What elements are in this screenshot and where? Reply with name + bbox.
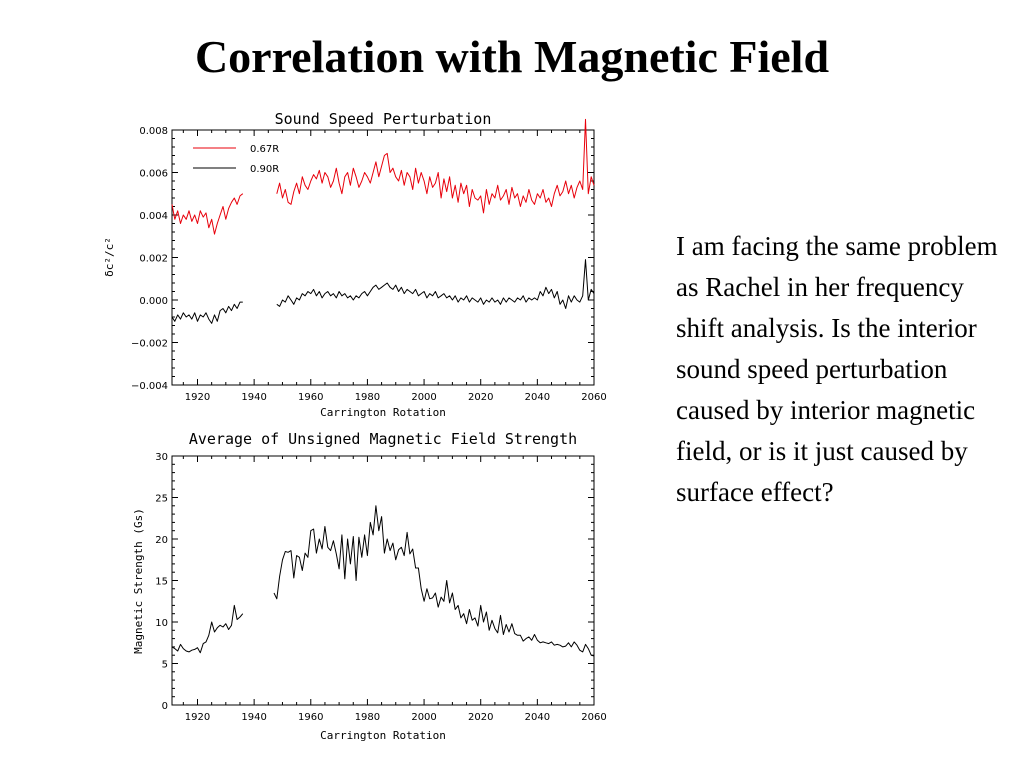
y-tick-label: 15 bbox=[155, 577, 168, 588]
y-axis-label: δc²/c² bbox=[103, 237, 116, 277]
x-axis-label: Carrington Rotation bbox=[320, 729, 446, 742]
series-layer bbox=[171, 118, 595, 324]
x-tick-label: 1980 bbox=[355, 392, 380, 403]
x-tick-label: 2060 bbox=[581, 392, 606, 403]
y-tick-label: 10 bbox=[155, 618, 168, 629]
y-tick-label: 0.002 bbox=[139, 254, 168, 265]
series-line-magnetic-strength-segment-1 bbox=[273, 505, 595, 657]
x-tick-label: 1940 bbox=[241, 392, 266, 403]
x-tick-label: 2040 bbox=[525, 712, 550, 723]
slide-title: Correlation with Magnetic Field bbox=[194, 31, 830, 82]
y-axis: 0.008 0.006 0.004 0.002 0.000 −0.002 −0.004 bbox=[131, 126, 594, 392]
x-axis: 1920 1940 1960 1980 2000 2020 2040 2060 bbox=[182, 130, 607, 403]
chart-title: Average of Unsigned Magnetic Field Stren… bbox=[189, 430, 577, 448]
y-tick-label: 0 bbox=[162, 701, 168, 712]
y-tick-label: 5 bbox=[162, 660, 168, 671]
series-line-0.90R-segment-1 bbox=[276, 259, 595, 309]
x-tick-label: 1920 bbox=[185, 712, 210, 723]
legend-label-0.90R: 0.90R bbox=[250, 164, 279, 175]
x-tick-label: 1960 bbox=[298, 712, 323, 723]
x-tick-label: 2020 bbox=[468, 392, 493, 403]
y-tick-label: 25 bbox=[155, 494, 168, 505]
y-tick-label: 0.000 bbox=[139, 296, 168, 307]
y-tick-label: 30 bbox=[155, 452, 168, 463]
slide-body-text: I am facing the same problem as Rachel i… bbox=[676, 231, 998, 507]
x-tick-label: 1960 bbox=[298, 392, 323, 403]
x-tick-label: 2020 bbox=[468, 712, 493, 723]
x-tick-label: 2040 bbox=[525, 392, 550, 403]
plot-frame bbox=[171, 455, 595, 706]
legend-label-0.67R: 0.67R bbox=[250, 144, 279, 155]
sound-speed-chart: Sound Speed Perturbation 1920 1940 1960 198… bbox=[103, 110, 607, 419]
y-axis: 30 25 20 15 10 5 0 bbox=[155, 452, 594, 712]
y-tick-label: 0.006 bbox=[139, 169, 168, 180]
magnetic-field-chart: Average of Unsigned Magnetic Field Stren… bbox=[132, 430, 607, 742]
y-axis-label: Magnetic Strength (Gs) bbox=[132, 508, 145, 654]
y-tick-label: −0.004 bbox=[131, 381, 168, 392]
x-tick-label: 2000 bbox=[411, 392, 436, 403]
y-tick-label: 0.008 bbox=[139, 126, 168, 137]
series-line-0.90R-segment-0 bbox=[171, 301, 243, 324]
y-tick-label: 20 bbox=[155, 535, 168, 546]
x-tick-label: 2060 bbox=[581, 712, 606, 723]
series-line-0.67R-segment-0 bbox=[171, 193, 244, 235]
y-tick-label: 0.004 bbox=[139, 211, 168, 222]
y-tick-label: −0.002 bbox=[131, 339, 168, 350]
series-line-0.67R-segment-1 bbox=[276, 118, 595, 214]
x-axis: 1920 1940 1960 1980 2000 2020 2040 2060 bbox=[182, 456, 607, 723]
legend: 0.67R 0.90R bbox=[193, 144, 279, 175]
x-tick-label: 1920 bbox=[185, 392, 210, 403]
x-tick-label: 1940 bbox=[241, 712, 266, 723]
x-tick-label: 2000 bbox=[411, 712, 436, 723]
chart-title: Sound Speed Perturbation bbox=[275, 110, 492, 128]
x-axis-label: Carrington Rotation bbox=[320, 406, 446, 419]
x-tick-label: 1980 bbox=[355, 712, 380, 723]
series-layer bbox=[171, 505, 595, 657]
series-line-magnetic-strength-segment-0 bbox=[171, 604, 244, 654]
